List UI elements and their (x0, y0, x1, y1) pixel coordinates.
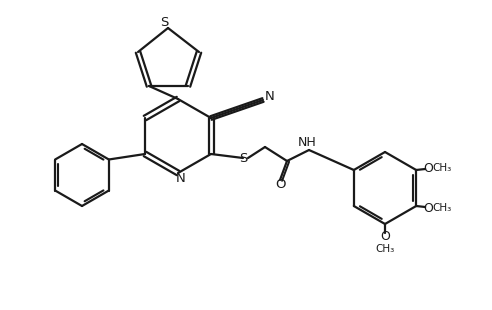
Text: O: O (423, 202, 433, 215)
Text: N: N (265, 90, 275, 103)
Text: CH₃: CH₃ (432, 163, 452, 173)
Text: CH₃: CH₃ (432, 203, 452, 213)
Text: S: S (160, 16, 168, 29)
Text: N: N (176, 171, 186, 184)
Text: NH: NH (298, 135, 316, 148)
Text: O: O (380, 229, 390, 242)
Text: O: O (275, 179, 285, 192)
Text: CH₃: CH₃ (375, 244, 395, 254)
Text: S: S (239, 152, 247, 165)
Text: O: O (423, 162, 433, 175)
